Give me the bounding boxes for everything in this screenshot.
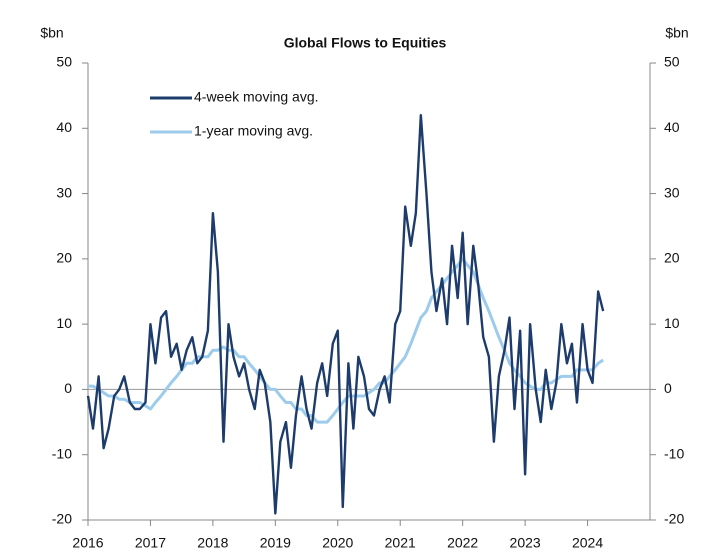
y-tick-label: 40	[56, 119, 72, 135]
x-tick-label: 2017	[135, 535, 166, 551]
y2-tick-label: 0	[664, 380, 672, 396]
x-tick-label: 2023	[510, 535, 541, 551]
y2-tick-label: 30	[664, 184, 680, 200]
y-tick-label: 10	[56, 315, 72, 331]
y2-tick-label: 50	[664, 54, 680, 70]
x-tick-label: 2021	[385, 535, 416, 551]
y-tick-label: -10	[52, 445, 72, 461]
y-tick-label: 30	[56, 184, 72, 200]
x-tick-label: 2018	[197, 535, 228, 551]
x-tick-label: 2024	[572, 535, 603, 551]
x-tick-label: 2019	[260, 535, 291, 551]
y-tick-label: -20	[52, 511, 72, 527]
y-tick-label: 20	[56, 250, 72, 266]
y2-axis-label: $bn	[665, 25, 688, 41]
y2-tick-label: -20	[664, 511, 684, 527]
y2-tick-label: -10	[664, 445, 684, 461]
series-line	[86, 114, 605, 515]
y2-tick-label: 10	[664, 315, 680, 331]
x-tick-label: 2016	[72, 535, 103, 551]
y2-tick-label: 20	[664, 250, 680, 266]
legend-label: 4-week moving avg.	[194, 89, 319, 105]
series-line	[88, 257, 604, 424]
y-tick-label: 50	[56, 54, 72, 70]
y2-tick-label: 40	[664, 119, 680, 135]
y-axis-label: $bn	[40, 25, 63, 41]
x-tick-label: 2020	[322, 535, 353, 551]
y-tick-label: 0	[64, 380, 72, 396]
chart-title: Global Flows to Equities	[284, 35, 447, 51]
legend-label: 1-year moving avg.	[194, 123, 313, 139]
x-tick-label: 2022	[447, 535, 478, 551]
